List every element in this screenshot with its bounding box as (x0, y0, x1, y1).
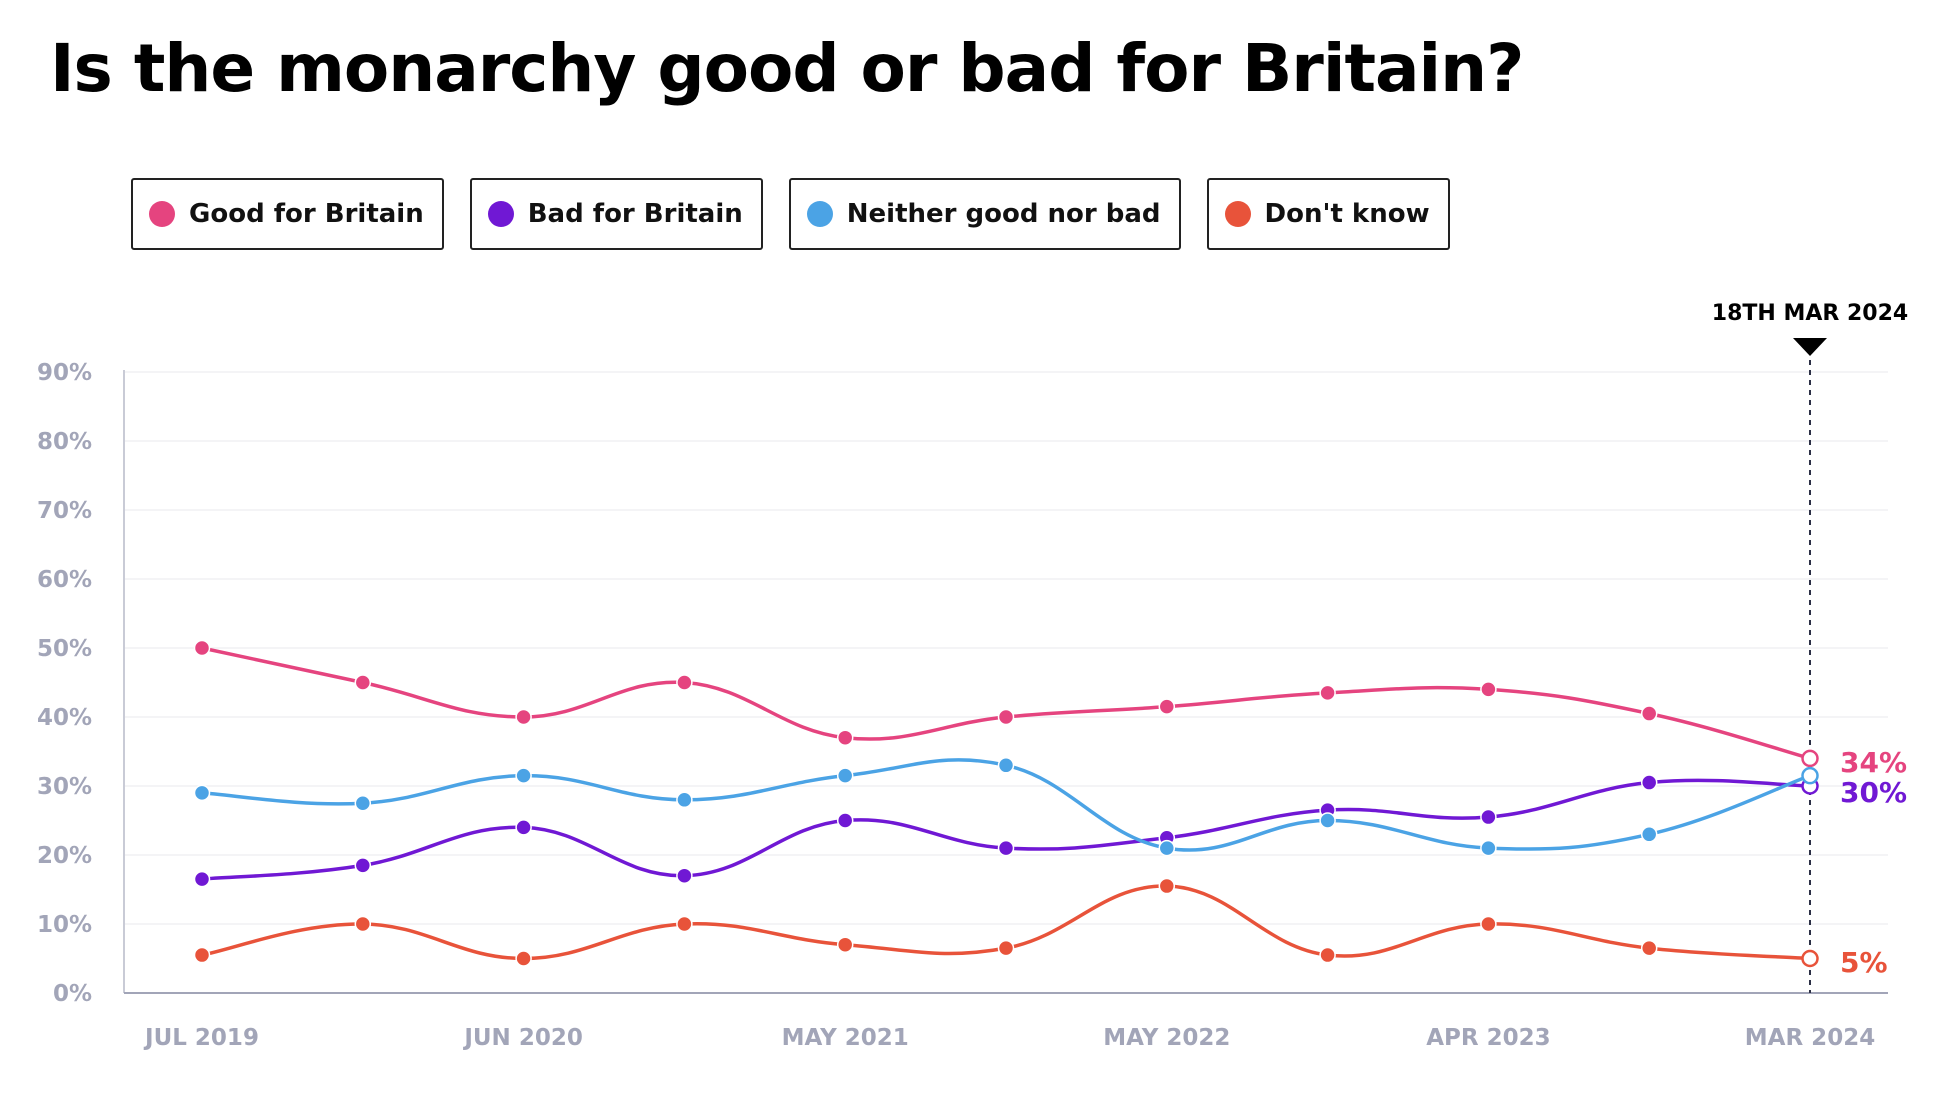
series-line-neither (200, 758, 1812, 852)
series-line-bad (200, 778, 1812, 881)
data-point-neither[interactable] (676, 791, 693, 809)
end-label-dont-know: 5% (1840, 946, 1888, 979)
y-tick-label: 20% (37, 843, 92, 869)
data-point-bad[interactable] (836, 812, 854, 829)
data-point-dont-know[interactable] (836, 936, 854, 953)
date-marker-triangle-icon (1793, 338, 1827, 356)
legend-item-neither[interactable]: Neither good nor bad (788, 178, 1181, 250)
data-point-good[interactable] (997, 708, 1015, 726)
data-point-neither[interactable] (1640, 826, 1658, 843)
legend-dot-neither (806, 201, 833, 227)
data-point-good[interactable] (1480, 681, 1497, 698)
legend-label-bad: Bad for Britain (527, 199, 743, 229)
y-tick-label: 50% (37, 636, 92, 662)
data-point-dont-know[interactable] (193, 946, 211, 964)
legend-dot-good (149, 201, 175, 227)
data-point-neither[interactable] (997, 757, 1015, 774)
chart-title: Is the monarchy good or bad for Britain? (50, 30, 1524, 107)
data-point-good[interactable] (1801, 749, 1819, 768)
y-tick-label: 80% (37, 429, 92, 455)
data-point-bad[interactable] (354, 857, 372, 874)
data-point-good[interactable] (676, 674, 693, 691)
x-tick-label: MAY 2021 (782, 1025, 909, 1051)
data-point-dont-know[interactable] (1640, 939, 1658, 957)
legend-label-good: Good for Britain (189, 199, 424, 229)
x-tick-label: JUL 2019 (143, 1025, 259, 1051)
data-point-dont-know[interactable] (515, 950, 532, 967)
data-point-good[interactable] (1319, 684, 1336, 702)
data-point-neither[interactable] (193, 784, 211, 802)
data-point-neither[interactable] (1801, 766, 1819, 785)
series-line-good (200, 646, 1812, 761)
data-point-bad[interactable] (1640, 774, 1658, 791)
data-point-neither[interactable] (836, 767, 854, 784)
legend-item-bad[interactable]: Bad for Britain (469, 178, 763, 250)
data-point-neither[interactable] (1480, 839, 1497, 857)
y-tick-label: 90% (37, 360, 92, 386)
data-point-dont-know[interactable] (1801, 949, 1819, 968)
data-point-bad[interactable] (193, 870, 211, 888)
data-point-good[interactable] (836, 729, 854, 746)
x-tick-label: MAY 2022 (1103, 1025, 1230, 1051)
end-label-good: 34% (1840, 746, 1907, 779)
x-tick-label: APR 2023 (1426, 1025, 1550, 1051)
data-point-bad[interactable] (676, 867, 693, 884)
data-point-good[interactable] (1158, 698, 1176, 715)
data-point-bad[interactable] (997, 839, 1015, 857)
y-tick-label: 40% (37, 705, 92, 731)
data-point-neither[interactable] (1319, 812, 1336, 829)
data-point-neither[interactable] (515, 767, 532, 784)
end-label-bad: 30% (1840, 776, 1907, 809)
legend-label-dont-know: Don't know (1264, 199, 1430, 229)
data-point-dont-know[interactable] (1158, 877, 1176, 895)
y-tick-label: 60% (37, 567, 92, 593)
data-point-neither[interactable] (1158, 839, 1176, 857)
x-tick-label: JUN 2020 (462, 1025, 583, 1051)
data-point-good[interactable] (354, 674, 372, 691)
data-point-dont-know[interactable] (676, 915, 693, 933)
data-point-bad[interactable] (1480, 808, 1497, 826)
legend-label-neither: Neither good nor bad (846, 199, 1161, 229)
legend-item-dont-know[interactable]: Don't know (1206, 178, 1450, 250)
y-tick-label: 70% (37, 498, 92, 524)
data-point-bad[interactable] (515, 819, 532, 836)
data-point-dont-know[interactable] (1480, 915, 1497, 933)
legend-dot-bad (487, 201, 514, 227)
data-point-dont-know[interactable] (1319, 946, 1336, 964)
date-marker-label: 18TH MAR 2024 (1712, 301, 1908, 326)
legend: Good for Britain Bad for Britain Neither… (131, 178, 1450, 250)
data-point-good[interactable] (515, 708, 532, 726)
y-tick-label: 0% (53, 981, 92, 1007)
y-tick-label: 30% (37, 774, 92, 800)
data-point-dont-know[interactable] (997, 939, 1015, 957)
data-point-neither[interactable] (354, 795, 372, 812)
data-point-dont-know[interactable] (354, 915, 372, 933)
data-point-good[interactable] (1640, 705, 1658, 722)
legend-item-good[interactable]: Good for Britain (131, 178, 444, 250)
legend-dot-dont-know (1224, 201, 1251, 227)
y-tick-label: 10% (37, 912, 92, 938)
data-point-good[interactable] (193, 639, 211, 657)
x-tick-label: MAR 2024 (1745, 1025, 1875, 1051)
